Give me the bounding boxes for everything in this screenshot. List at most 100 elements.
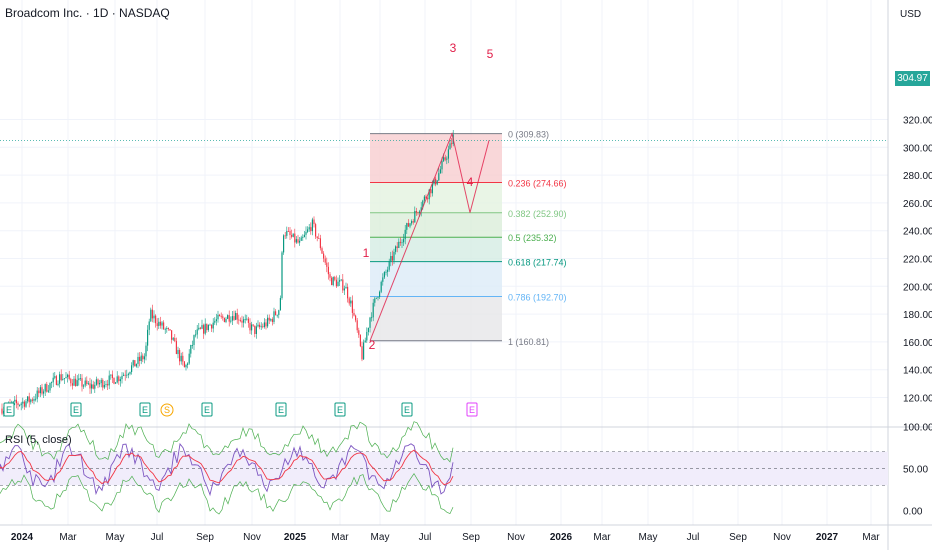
price-candle (295, 239, 297, 243)
price-candle (185, 364, 187, 368)
price-candle (147, 329, 149, 346)
price-candle (315, 224, 317, 237)
symbol-title[interactable]: Broadcom Inc. · 1D · NASDAQ (5, 6, 170, 20)
price-candle (177, 350, 179, 355)
price-candle (233, 316, 235, 320)
price-candle (406, 223, 408, 230)
price-candle (411, 221, 413, 224)
price-candle (38, 390, 40, 394)
price-candle (420, 207, 422, 212)
price-candle (28, 396, 30, 403)
price-candle (164, 328, 166, 330)
rsi-indicator-title[interactable]: RSI (5, close) (5, 434, 72, 446)
wave-label: 2 (369, 338, 376, 352)
price-candle (395, 246, 397, 252)
price-candle (217, 314, 219, 320)
price-candle (380, 281, 382, 292)
price-candle (348, 298, 350, 304)
price-candle (145, 345, 147, 357)
price-candle (279, 298, 281, 311)
price-candle (203, 325, 205, 334)
price-candle (70, 378, 72, 384)
price-candle (52, 377, 54, 383)
price-candle (425, 196, 427, 199)
price-candle (132, 360, 134, 366)
price-candle (294, 233, 296, 243)
time-axis-label: Mar (593, 532, 611, 543)
time-axis-label: Mar (331, 532, 349, 543)
price-candle (334, 277, 336, 280)
price-candle (323, 253, 325, 259)
price-candle (111, 374, 113, 378)
split-marker-label: S (164, 405, 170, 415)
earnings-marker (139, 402, 151, 417)
fib-level-label: 0.618 (217.74) (508, 258, 567, 268)
fib-level-label: 0.382 (252.90) (508, 209, 567, 219)
price-candle (254, 325, 256, 334)
earnings-marker (401, 402, 413, 417)
time-axis-label: Jul (687, 532, 700, 543)
price-candle (340, 279, 342, 281)
time-axis-label: 2024 (11, 532, 34, 543)
price-candle (175, 341, 177, 355)
time-axis-label: Nov (243, 532, 261, 543)
price-candle (265, 322, 267, 327)
price-candle (396, 246, 398, 249)
price-candle (351, 300, 353, 313)
price-candle (204, 323, 206, 334)
price-candle (417, 212, 419, 214)
fib-level-label: 0.5 (235.32) (508, 233, 557, 243)
price-candle (407, 223, 409, 227)
price-candle (129, 371, 131, 374)
wave-label: 5 (487, 47, 494, 61)
price-candle (57, 383, 59, 385)
earnings-marker-label: E (6, 405, 12, 415)
price-candle (27, 396, 29, 402)
price-candle (193, 335, 195, 346)
price-candle (219, 314, 221, 317)
price-candle (97, 379, 99, 385)
price-candle (387, 269, 389, 272)
price-candle (255, 326, 257, 334)
fib-level-label: 0 (309.83) (508, 130, 549, 140)
price-candle (412, 221, 414, 223)
price-candle (55, 376, 57, 385)
price-candle (171, 330, 173, 340)
price-candle (87, 383, 89, 385)
price-candle (140, 355, 142, 362)
price-candle (15, 399, 17, 404)
price-candle (316, 236, 318, 239)
price-candle (286, 230, 288, 236)
price-candle (191, 345, 193, 346)
price-candle (252, 324, 254, 326)
price-candle (44, 384, 46, 392)
price-candle (73, 378, 75, 386)
currency-label[interactable]: USD (900, 9, 922, 20)
price-candle (319, 238, 321, 249)
price-candle (41, 387, 43, 394)
price-candle (236, 313, 238, 320)
price-candle (121, 375, 123, 380)
time-axis-label: 2027 (816, 532, 839, 543)
price-candle (135, 363, 137, 367)
price-candle (12, 401, 14, 404)
rsi-axis-label: 50.00 (903, 465, 928, 476)
price-candle (283, 235, 285, 253)
time-axis-label: May (639, 532, 658, 543)
price-candle (179, 350, 181, 362)
price-candle (259, 324, 261, 328)
fib-level-label: 0.236 (274.66) (508, 179, 567, 189)
price-candle (337, 281, 339, 287)
price-candle (313, 219, 315, 225)
wave-label: 4 (467, 175, 474, 189)
price-candle (67, 374, 69, 378)
price-candle (287, 230, 289, 232)
price-candle (19, 405, 21, 406)
price-candle (371, 317, 373, 319)
price-candle (263, 322, 265, 328)
price-candle (275, 311, 277, 315)
price-candle (123, 374, 125, 376)
price-candle (180, 355, 182, 362)
price-candle (239, 320, 241, 321)
